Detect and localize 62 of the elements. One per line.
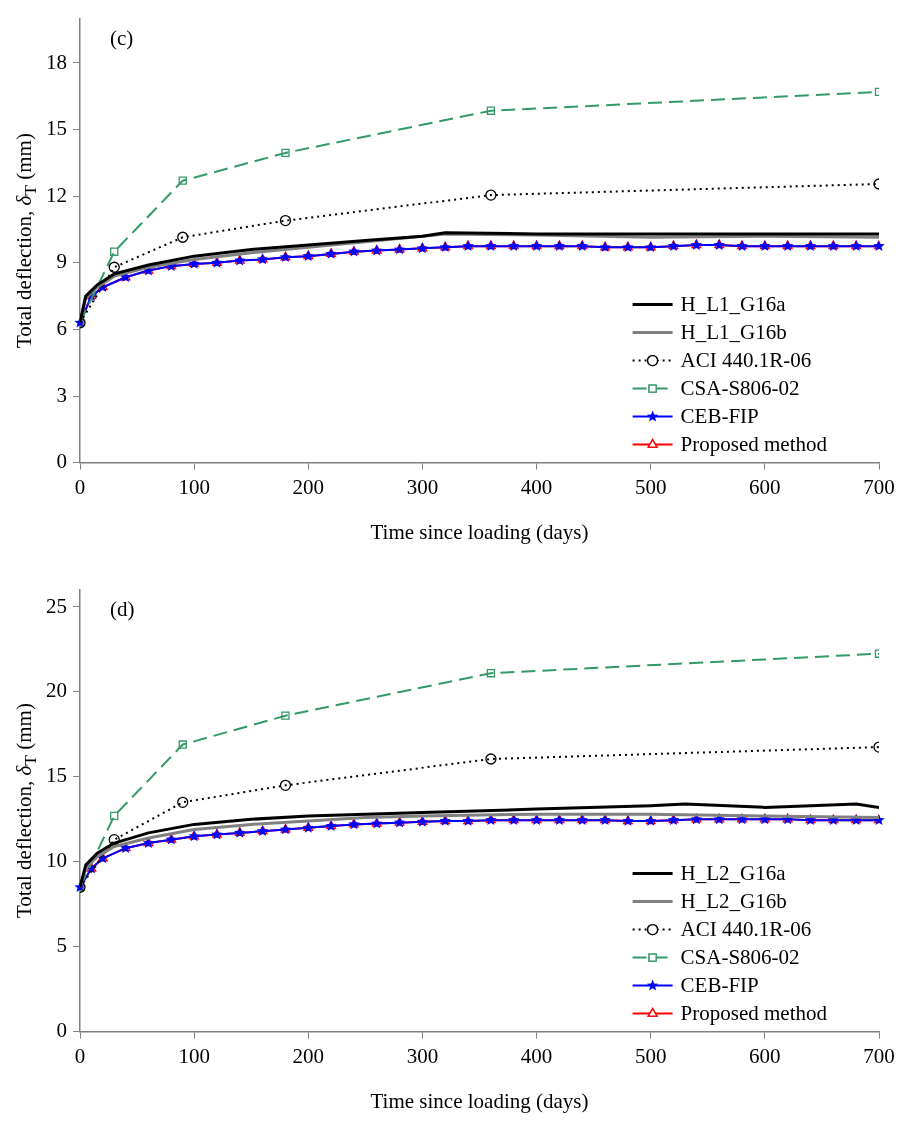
legend-label: ACI 440.1R-06 <box>680 348 812 373</box>
y-tick-label: 10 <box>46 848 67 873</box>
legend-label: Proposed method <box>680 432 828 457</box>
x-tick-label: 0 <box>74 474 86 499</box>
point <box>110 811 119 821</box>
y-tick-label: 6 <box>56 315 67 340</box>
x-tick-label: 600 <box>749 1043 781 1068</box>
x-tick-label: 300 <box>406 1043 439 1068</box>
legend-label: H_L2_G16b <box>680 889 787 914</box>
y-tick-label: 3 <box>56 382 67 407</box>
point <box>178 740 187 749</box>
legend-label: H_L1_G16b <box>680 320 787 345</box>
point <box>485 753 497 765</box>
point <box>108 261 120 273</box>
x-tick-label: 400 <box>520 1043 553 1068</box>
point <box>486 669 496 678</box>
x-tick-label: 400 <box>520 474 553 499</box>
point <box>485 189 497 201</box>
y-tick-label: 0 <box>56 1018 67 1043</box>
x-tick-label: 700 <box>863 1043 895 1068</box>
point <box>279 214 292 227</box>
y-tick-label: 5 <box>56 933 67 958</box>
point <box>281 711 290 720</box>
x-tick-label: 700 <box>863 474 895 499</box>
x-tick-label: 600 <box>749 474 781 499</box>
y-tick-label: 0 <box>56 449 67 474</box>
y-tick-label: 12 <box>46 182 67 207</box>
legend-label: CEB-FIP <box>680 404 759 429</box>
point <box>177 796 189 808</box>
point <box>281 148 290 158</box>
x-axis-title: Time since loading (days) <box>370 519 589 544</box>
legend-label: Proposed method <box>680 1001 828 1026</box>
legend-label: H_L1_G16a <box>680 292 787 317</box>
legend-label: CSA-S806-02 <box>680 945 800 970</box>
legend-label: CEB-FIP <box>680 973 759 998</box>
chart-title: (c) <box>110 25 134 50</box>
y-tick-label: 25 <box>46 593 67 618</box>
x-tick-label: 500 <box>634 474 667 499</box>
legend-label: ACI 440.1R-06 <box>680 917 812 942</box>
y-tick-label: 18 <box>46 49 67 74</box>
x-tick-label: 0 <box>74 1043 86 1068</box>
chart-title: (d) <box>110 597 135 622</box>
point <box>177 231 189 243</box>
x-tick-label: 200 <box>292 474 325 499</box>
y-tick-label: 15 <box>46 116 67 141</box>
x-tick-label: 500 <box>634 1043 667 1068</box>
legend-label: H_L2_G16a <box>680 861 787 886</box>
x-tick-label: 200 <box>292 1043 325 1068</box>
x-tick-label: 300 <box>406 474 439 499</box>
y-tick-label: 9 <box>56 249 67 274</box>
point <box>279 779 292 791</box>
y-tick-label: 15 <box>46 763 67 788</box>
x-tick-label: 100 <box>178 1043 210 1068</box>
y-tick-label: 20 <box>46 678 67 703</box>
point <box>110 247 119 256</box>
point <box>108 834 120 846</box>
point <box>178 176 187 185</box>
x-axis-title: Time since loading (days) <box>370 1088 589 1113</box>
x-tick-label: 100 <box>178 474 210 499</box>
point <box>486 106 496 115</box>
point <box>873 240 885 251</box>
legend-label: CSA-S806-02 <box>680 376 800 401</box>
